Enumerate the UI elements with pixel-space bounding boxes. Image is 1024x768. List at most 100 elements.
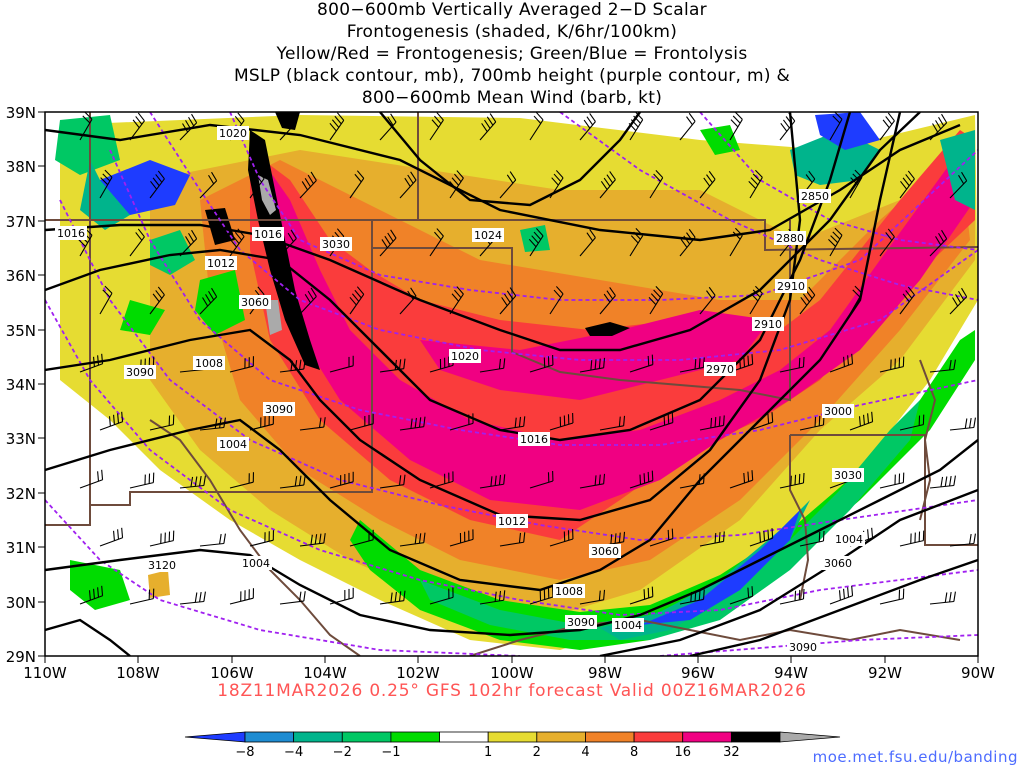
wind-barb: [699, 531, 725, 547]
wind-barb: [949, 171, 968, 199]
wind-barb: [329, 587, 354, 605]
wind-barb: [329, 471, 354, 489]
wind-barb: [699, 170, 716, 199]
lat-label: 39N: [6, 104, 36, 122]
wind-barb: [528, 228, 544, 257]
wind-barb: [299, 287, 317, 315]
wind-barb: [879, 588, 905, 605]
svg-text:1016: 1016: [57, 227, 85, 240]
website-credit: moe.met.fsu.edu/banding: [812, 748, 1018, 766]
height-label: 3060: [239, 295, 271, 309]
height-label: 2970: [704, 362, 736, 376]
wind-barb: [279, 591, 306, 605]
wind-barb: [549, 170, 564, 199]
svg-text:1020: 1020: [451, 350, 479, 363]
height-label: 3030: [320, 237, 352, 251]
svg-text:2970: 2970: [706, 363, 734, 376]
height-label: 2910: [752, 317, 784, 331]
height-label: 3060: [589, 544, 621, 558]
wind-barb: [929, 475, 956, 489]
wind-barb: [929, 229, 948, 257]
height-label: 3090: [787, 640, 819, 654]
wind-barb: [229, 472, 255, 489]
lon-label: 110W: [23, 664, 67, 682]
wind-barb: [649, 528, 674, 547]
wind-barb: [679, 228, 696, 257]
wind-barb: [729, 586, 754, 605]
wind-barb: [529, 354, 554, 373]
height-label: 3000: [822, 404, 854, 418]
colorbar-label: 16: [674, 745, 691, 760]
wind-barb: [899, 286, 915, 315]
wind-barb: [929, 113, 948, 141]
wind-barb: [99, 411, 124, 431]
wind-barb: [249, 170, 265, 199]
state-border-tx-la: [789, 435, 810, 601]
wind-barb: [479, 358, 506, 373]
wind-barb: [349, 413, 374, 431]
mslp-label: 1016: [252, 227, 284, 241]
wind-barb: [99, 169, 113, 199]
wind-barb: [379, 590, 406, 605]
wind-barb: [379, 474, 406, 489]
wind-barb: [279, 113, 297, 141]
wind-barb: [429, 587, 454, 605]
wind-barb: [229, 588, 255, 605]
svg-text:1016: 1016: [520, 433, 548, 446]
colorbar-box: [184, 731, 246, 743]
svg-text:1008: 1008: [195, 357, 223, 370]
lon-label: 106W: [210, 664, 254, 682]
wind-barb: [679, 112, 696, 141]
wind-barb: [499, 171, 517, 199]
svg-text:2910: 2910: [754, 318, 782, 331]
mslp-label: 1016: [518, 432, 550, 446]
wind-barb: [549, 286, 564, 315]
svg-text:3030: 3030: [834, 469, 862, 482]
wind-barb: [529, 586, 554, 605]
wind-barb: [779, 112, 796, 141]
wind-barb: [499, 532, 526, 547]
colorbar-label: −8: [235, 745, 254, 760]
wind-barb: [299, 417, 326, 431]
wind-barb: [629, 227, 644, 257]
lat-label: 38N: [6, 158, 36, 176]
wind-barb: [349, 286, 365, 315]
wind-barb: [199, 533, 226, 547]
wind-barb: [429, 228, 444, 257]
wind-barb: [479, 113, 497, 141]
colorbar-label: 1: [484, 745, 492, 760]
colorbar-box: [633, 731, 684, 743]
colorbar-label: −4: [284, 745, 303, 760]
height-label: 3090: [565, 615, 597, 629]
mslp-contours: [45, 112, 978, 656]
state-border-az-nm: [45, 112, 91, 526]
forecast-valid-footer: 18Z11MAR2026 0.25° GFS 102hr forecast Va…: [217, 681, 807, 701]
wind-barb: [779, 588, 805, 605]
colorbar-box: [244, 731, 295, 743]
wind-barb: [849, 411, 874, 431]
mslp-label: 1020: [449, 349, 481, 363]
svg-text:1012: 1012: [498, 515, 526, 528]
wind-barb: [449, 286, 464, 315]
wind-barb: [799, 286, 816, 315]
svg-text:3060: 3060: [591, 545, 619, 558]
wind-barb: [329, 112, 345, 141]
wind-barb: [849, 285, 863, 315]
svg-text:1004: 1004: [219, 438, 247, 451]
wind-barb: [729, 111, 743, 141]
state-border-ok: [372, 220, 791, 402]
mslp-label: 1004: [240, 556, 272, 570]
lat-label: 36N: [6, 267, 36, 285]
wind-barb: [479, 474, 506, 489]
svg-text:2910: 2910: [777, 280, 805, 293]
wind-barb: [149, 530, 175, 547]
svg-text:3060: 3060: [824, 557, 852, 570]
wind-barb: [949, 417, 976, 431]
svg-text:1024: 1024: [474, 229, 502, 242]
colorbar-label: 32: [723, 745, 740, 760]
svg-text:3060: 3060: [241, 296, 269, 309]
wind-barb: [899, 530, 925, 547]
wind-barb: [199, 287, 218, 315]
height-label: 3090: [263, 402, 295, 416]
